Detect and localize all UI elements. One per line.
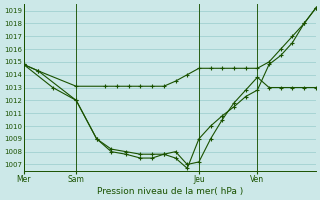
X-axis label: Pression niveau de la mer( hPa ): Pression niveau de la mer( hPa ): [97, 187, 243, 196]
